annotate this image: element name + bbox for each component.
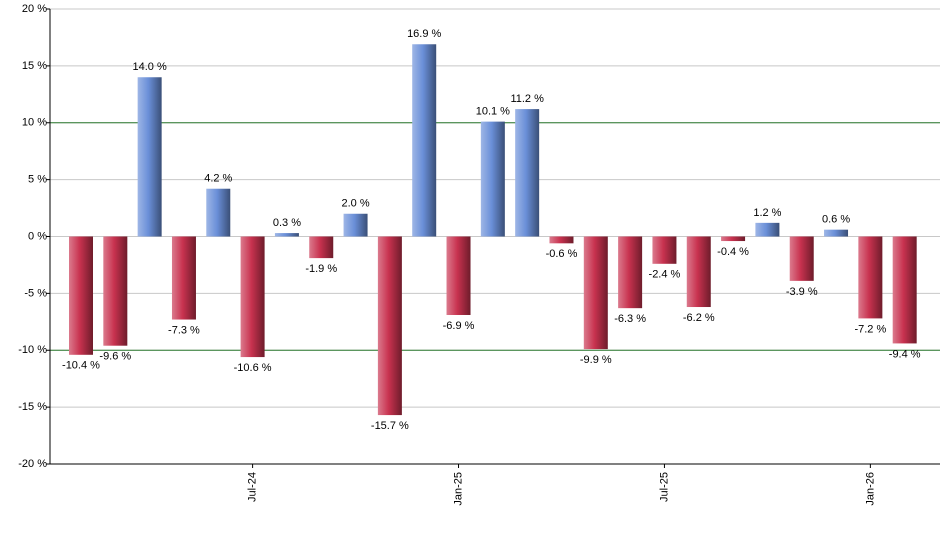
bar	[137, 77, 162, 237]
value-label: -2.4 %	[649, 269, 681, 281]
value-label: -9.9 %	[580, 354, 612, 366]
value-label: -7.2 %	[854, 323, 886, 335]
value-label: -6.9 %	[443, 320, 475, 332]
bar	[583, 236, 608, 350]
value-label: 14.0 %	[133, 61, 167, 73]
bar	[824, 229, 849, 237]
x-tick-label: Jan-25	[452, 472, 464, 506]
bar	[652, 236, 677, 264]
y-tick-label: 10 %	[22, 117, 47, 129]
bar	[240, 236, 265, 358]
value-label: -15.7 %	[371, 420, 409, 432]
y-tick-label: 5 %	[28, 174, 47, 186]
value-label: -6.2 %	[683, 312, 715, 324]
y-tick-label: 15 %	[22, 60, 47, 72]
bar	[446, 236, 471, 315]
bar	[789, 236, 814, 281]
x-tick-label: Jul-24	[247, 472, 259, 502]
bar	[274, 233, 299, 237]
bar	[858, 236, 883, 319]
bar	[755, 222, 780, 237]
y-tick-label: 0 %	[28, 230, 47, 242]
x-tick-label: Jan-26	[864, 472, 876, 506]
x-tick-label: Jul-25	[658, 472, 670, 502]
y-tick-label: -10 %	[18, 344, 47, 356]
y-tick-label: -5 %	[24, 287, 47, 299]
bar	[377, 236, 402, 416]
bar	[721, 236, 746, 242]
value-label: 2.0 %	[341, 198, 369, 210]
value-label: -10.4 %	[62, 360, 100, 372]
value-label: -6.3 %	[614, 313, 646, 325]
value-label: 10.1 %	[476, 106, 510, 118]
value-label: -0.6 %	[546, 248, 578, 260]
value-label: -1.9 %	[305, 263, 337, 275]
bar	[309, 236, 334, 259]
bar	[343, 213, 368, 237]
value-label: 4.2 %	[204, 173, 232, 185]
bar	[892, 236, 917, 344]
y-tick-label: -15 %	[18, 401, 47, 413]
bar	[515, 109, 540, 237]
value-label: -7.3 %	[168, 324, 200, 336]
value-label: -9.4 %	[889, 348, 921, 360]
value-label: -3.9 %	[786, 286, 818, 298]
value-label: 16.9 %	[407, 28, 441, 40]
value-label: 0.6 %	[822, 214, 850, 226]
bar	[171, 236, 196, 320]
y-tick-label: 20 %	[22, 3, 47, 15]
bar	[686, 236, 711, 308]
bar	[206, 188, 231, 237]
value-label: -9.6 %	[99, 351, 131, 363]
value-label: 1.2 %	[753, 207, 781, 219]
bar	[549, 236, 574, 244]
value-label: 11.2 %	[510, 93, 544, 105]
bar	[103, 236, 128, 346]
bar	[480, 121, 505, 237]
bar	[412, 44, 437, 237]
value-label: -10.6 %	[234, 362, 272, 374]
value-label: 0.3 %	[273, 217, 301, 229]
bar	[618, 236, 643, 309]
bar	[69, 236, 93, 355]
y-tick-label: -20 %	[18, 458, 47, 470]
value-label: -0.4 %	[717, 246, 749, 258]
